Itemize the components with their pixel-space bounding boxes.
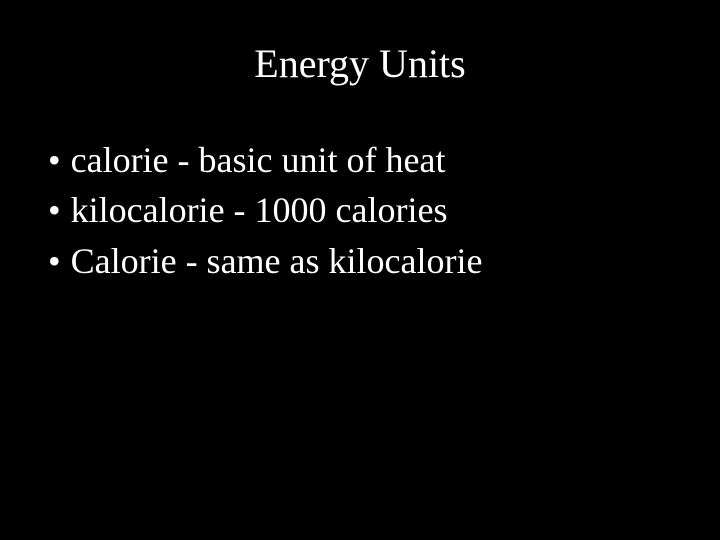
bullet-list: • calorie - basic unit of heat • kilocal… [0,135,720,286]
bullet-marker: • [48,185,61,235]
bullet-marker: • [48,236,61,286]
slide-container: Energy Units • calorie - basic unit of h… [0,0,720,540]
bullet-text: Calorie - same as kilocalorie [71,236,483,286]
bullet-text: kilocalorie - 1000 calories [71,185,448,235]
list-item: • kilocalorie - 1000 calories [48,185,720,235]
list-item: • Calorie - same as kilocalorie [48,236,720,286]
list-item: • calorie - basic unit of heat [48,135,720,185]
bullet-marker: • [48,135,61,185]
bullet-text: calorie - basic unit of heat [71,135,446,185]
slide-title: Energy Units [0,40,720,87]
